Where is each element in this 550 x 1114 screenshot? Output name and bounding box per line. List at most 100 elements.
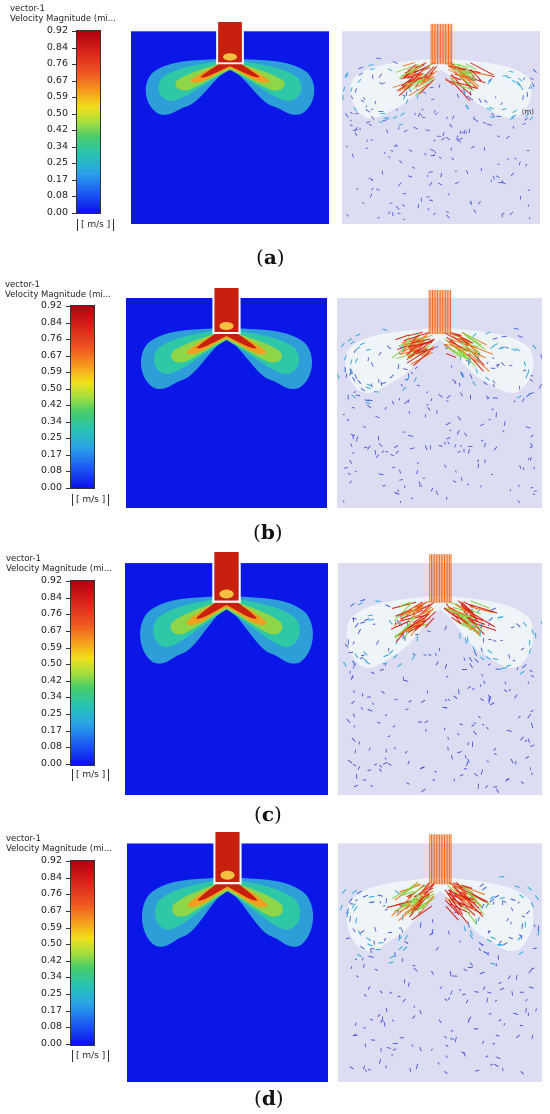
velocity-arrow [361, 957, 364, 961]
velocity-arrow [407, 982, 410, 987]
swirl-arrow [392, 654, 398, 659]
jet-arrow [446, 892, 464, 915]
legend-tick-mark [72, 130, 76, 132]
legend-tick-mark [66, 488, 70, 489]
velocity-arrow [404, 750, 408, 754]
velocity-arrow [530, 486, 534, 489]
velocity-arrow [498, 1019, 502, 1022]
jet-arrow [456, 81, 478, 90]
swirl-arrow [534, 632, 537, 639]
swirl-arrow [405, 91, 408, 97]
velocity-arrow [403, 679, 409, 682]
velocity-arrow [400, 383, 403, 387]
legend-tick-label: 0.84 [40, 871, 62, 883]
velocity-arrow [493, 747, 497, 751]
velocity-arrow [533, 924, 536, 928]
legend-tick-label: 0.67 [40, 349, 62, 361]
jet-arrow [419, 70, 438, 84]
legend-tick-label: 0.17 [46, 173, 68, 185]
velocity-arrow [353, 725, 356, 728]
swirl-arrow [398, 946, 403, 951]
velocity-arrow [426, 391, 428, 394]
legend-tick-label: 0.50 [40, 658, 62, 670]
jet-arrow [392, 601, 417, 609]
legend-tick-label: 0.08 [40, 741, 62, 753]
swirl-arrow [466, 105, 470, 110]
swirl-arrow [375, 600, 381, 602]
velocity-arrow [467, 1019, 470, 1023]
velocity-arrow [385, 1065, 387, 1069]
jet-arrow [396, 901, 413, 917]
jet-arrow [419, 601, 435, 616]
nozzle-wall-left [213, 843, 216, 885]
velocity-arrow [368, 747, 371, 751]
velocity-arrow [454, 444, 457, 448]
jet-arrow [447, 884, 458, 895]
legend-tick-label: 0.00 [40, 1038, 62, 1049]
legend-tick-label: 0.67 [40, 624, 62, 636]
velocity-arrow [494, 999, 498, 1003]
velocity-arrow [519, 1024, 523, 1027]
velocity-arrow [496, 1056, 501, 1060]
velocity-arrow [523, 77, 526, 80]
velocity-arrow [494, 96, 497, 99]
jet-arrow [465, 333, 480, 342]
velocity-contour-plot [125, 552, 328, 795]
velocity-arrow [387, 931, 392, 934]
swirl-arrow [354, 653, 359, 659]
velocity-arrow [403, 368, 408, 371]
legend-title-line2: Velocity Magnitude (mi... [6, 564, 112, 574]
legend-title-line1: vector-1 [10, 4, 45, 14]
swirl-arrow [377, 894, 383, 897]
swirl-arrow [419, 922, 422, 928]
velocity-arrow [483, 680, 486, 684]
velocity-arrow [421, 108, 424, 111]
velocity-arrow [429, 182, 433, 187]
jet-arrow [408, 905, 427, 915]
velocity-arrow [431, 919, 434, 923]
velocity-arrow [517, 901, 520, 904]
velocity-arrow [532, 947, 537, 950]
velocity-arrow [480, 647, 483, 653]
velocity-arrow [349, 124, 353, 127]
velocity-arrow [395, 205, 400, 210]
legend-tick-label: 0.00 [40, 758, 62, 769]
velocity-arrow [363, 963, 365, 968]
swirl-arrow [489, 116, 495, 119]
swirl-arrow [354, 373, 358, 379]
velocity-arrow [478, 947, 481, 952]
swirl-arrow [355, 333, 361, 337]
swirl-arrow [489, 895, 495, 900]
jet-arrow [424, 617, 435, 628]
velocity-arrow [441, 137, 445, 141]
jet-arrow [449, 77, 466, 90]
velocity-arrow [435, 661, 439, 666]
vector-svg [338, 554, 542, 795]
velocity-arrow [459, 723, 463, 726]
jet-arrow [444, 338, 467, 358]
velocity-arrow [430, 148, 435, 152]
panel-b: vector-1 Velocity Magnitude (mi... [ m/s… [0, 278, 550, 548]
velocity-arrow [474, 991, 479, 993]
velocity-arrow [527, 738, 531, 744]
legend-tick-mark [66, 730, 70, 732]
velocity-arrow [392, 466, 396, 469]
velocity-arrow [522, 397, 525, 403]
jet-arrow [459, 348, 478, 363]
velocity-arrow [458, 688, 460, 695]
velocity-arrow [531, 722, 534, 729]
velocity-arrow [506, 918, 509, 922]
velocity-arrow [373, 940, 375, 945]
legend-tick-label: 0.08 [40, 465, 62, 477]
velocity-arrow [490, 702, 495, 706]
velocity-arrow [506, 729, 512, 732]
legend-tick-mark [66, 977, 70, 979]
swirl-arrow [344, 355, 347, 361]
velocity-arrow [503, 689, 508, 692]
velocity-arrow [513, 1012, 519, 1015]
velocity-arrow [380, 82, 386, 85]
velocity-arrow [352, 641, 355, 645]
velocity-arrow [492, 1043, 496, 1045]
legend-tick-label: 0.59 [40, 366, 62, 378]
velocity-arrow [419, 1009, 422, 1015]
